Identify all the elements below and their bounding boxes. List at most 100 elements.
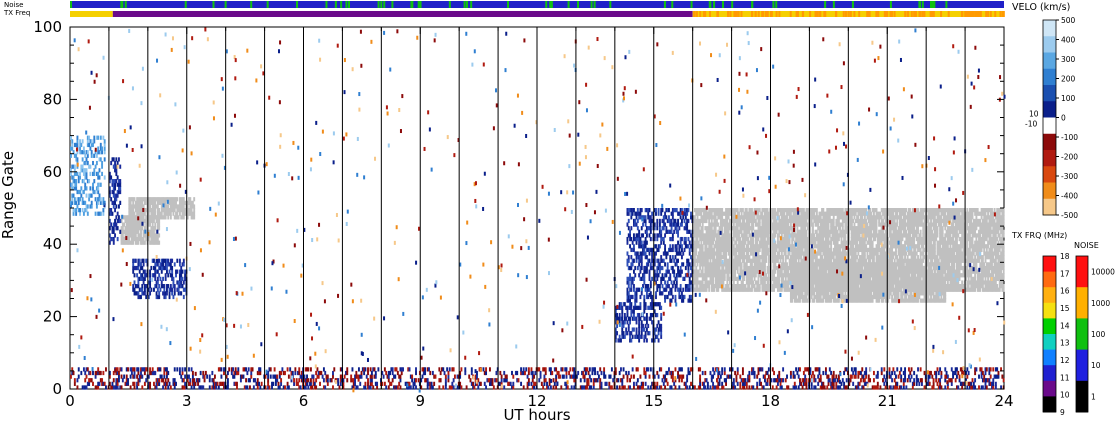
ground-scatter-cell <box>935 218 938 224</box>
ground-scatter-cell <box>837 233 840 238</box>
ground-scatter-cell <box>728 244 731 249</box>
ground-scatter-cell <box>818 280 821 285</box>
ground-scatter-cell <box>943 236 945 242</box>
ground-scatter-cell <box>852 240 855 245</box>
ground-scatter-cell <box>856 269 859 274</box>
ground-scatter-cell <box>751 273 753 278</box>
ground-scatter-cell <box>802 226 805 231</box>
ground-scatter-cell <box>705 229 708 234</box>
txfreq-strip-mark <box>816 11 819 17</box>
ground-scatter-cell <box>735 233 738 238</box>
ground-scatter-cell <box>773 211 775 216</box>
ground-scatter-cell <box>704 265 707 271</box>
ground-scatter-cell <box>880 287 883 292</box>
ground-scatter-cell <box>954 240 957 245</box>
ground-scatter-cell <box>723 244 726 249</box>
ground-scatter-cell <box>744 211 747 216</box>
ground-scatter-cell <box>843 265 846 271</box>
ground-scatter-cell <box>993 280 996 285</box>
ground-scatter-cell <box>706 284 709 289</box>
ground-scatter-cell <box>992 265 995 271</box>
ground-scatter-cell <box>970 218 973 224</box>
ground-scatter-cell <box>771 284 774 289</box>
ground-scatter-cell <box>1001 226 1004 231</box>
ground-scatter-cell <box>784 222 787 227</box>
ground-scatter-cell <box>867 255 870 260</box>
ground-scatter-cell <box>767 276 770 281</box>
ground-scatter-cell <box>918 240 921 245</box>
ground-scatter-cell <box>856 284 859 289</box>
ground-scatter-cell <box>940 255 943 260</box>
ground-scatter-cell <box>743 215 746 220</box>
ground-scatter-cell <box>718 258 721 263</box>
ground-scatter-cell <box>701 247 704 253</box>
ground-scatter-cell <box>910 226 913 231</box>
ground-scatter-cell <box>993 262 996 267</box>
ground-scatter-cell <box>826 215 829 220</box>
ground-scatter-cell <box>740 222 743 227</box>
ground-scatter-cell <box>837 215 840 220</box>
ground-scatter-cell <box>962 240 965 245</box>
ground-scatter-cell <box>972 244 975 249</box>
ground-scatter-cell <box>933 244 936 249</box>
ground-scatter-cell <box>704 262 707 267</box>
ground-scatter-cell <box>697 273 700 278</box>
ground-scatter-cell <box>984 226 987 231</box>
ground-scatter-cell <box>948 269 951 274</box>
txfreq-strip-mark <box>886 11 889 17</box>
ground-scatter-cell <box>787 265 790 271</box>
ground-scatter-cell <box>708 284 711 289</box>
ground-scatter-cell <box>900 208 903 213</box>
ground-scatter-cell <box>981 287 984 292</box>
ground-scatter-cell <box>716 273 718 278</box>
ground-scatter-cell <box>949 280 952 285</box>
ground-scatter-cell <box>950 258 953 263</box>
ground-scatter-cell <box>795 255 798 260</box>
ground-scatter-cell <box>1000 222 1003 227</box>
ground-scatter-cell <box>771 222 774 227</box>
ground-scatter-cell <box>930 222 932 227</box>
ground-scatter-cell <box>872 229 875 234</box>
ground-scatter-cell <box>696 233 699 238</box>
ground-scatter-cell <box>804 236 807 242</box>
ground-scatter-cell <box>923 240 926 245</box>
ground-scatter-cell <box>828 218 831 224</box>
ground-scatter-cell <box>920 262 923 267</box>
ground-scatter-cell <box>848 287 851 292</box>
ground-scatter-cell <box>862 211 865 216</box>
ground-scatter-cell <box>756 269 759 274</box>
ground-scatter-cell <box>931 251 934 256</box>
ground-scatter-cell <box>791 229 794 234</box>
ground-scatter-cell <box>956 229 958 234</box>
ground-scatter-cell <box>726 258 729 263</box>
ground-scatter-cell <box>871 247 874 253</box>
ground-scatter-cell <box>788 258 791 263</box>
ground-scatter-cell <box>799 284 801 289</box>
ground-scatter-cell <box>822 236 825 242</box>
ground-scatter-cell <box>745 262 748 267</box>
ground-scatter-cell <box>901 222 904 227</box>
ground-scatter-cell <box>747 240 750 245</box>
ground-scatter-cell <box>716 276 718 281</box>
ground-scatter-cell <box>764 273 766 278</box>
ground-scatter-cell <box>952 265 955 271</box>
ground-scatter-cell <box>727 226 730 231</box>
ground-scatter-cell <box>897 251 900 256</box>
ground-scatter-cell <box>740 211 743 216</box>
ground-scatter-cell <box>786 265 788 271</box>
ground-scatter-cell <box>911 215 914 220</box>
ground-scatter-cell <box>727 211 730 216</box>
ground-scatter-cell <box>939 218 942 224</box>
ground-scatter-cell <box>975 215 978 220</box>
ground-scatter-cell <box>961 273 964 278</box>
ground-scatter-cell <box>745 208 748 213</box>
ground-scatter-cell <box>985 284 988 289</box>
ground-scatter-cell <box>717 269 720 274</box>
ground-scatter-cell <box>948 284 951 289</box>
ground-scatter-cell <box>932 233 935 238</box>
ground-scatter-cell <box>791 265 794 271</box>
ground-scatter-cell <box>703 215 705 220</box>
ground-scatter-cell <box>754 222 757 227</box>
ground-scatter-cell <box>910 255 913 260</box>
ground-scatter-cell <box>939 262 942 267</box>
